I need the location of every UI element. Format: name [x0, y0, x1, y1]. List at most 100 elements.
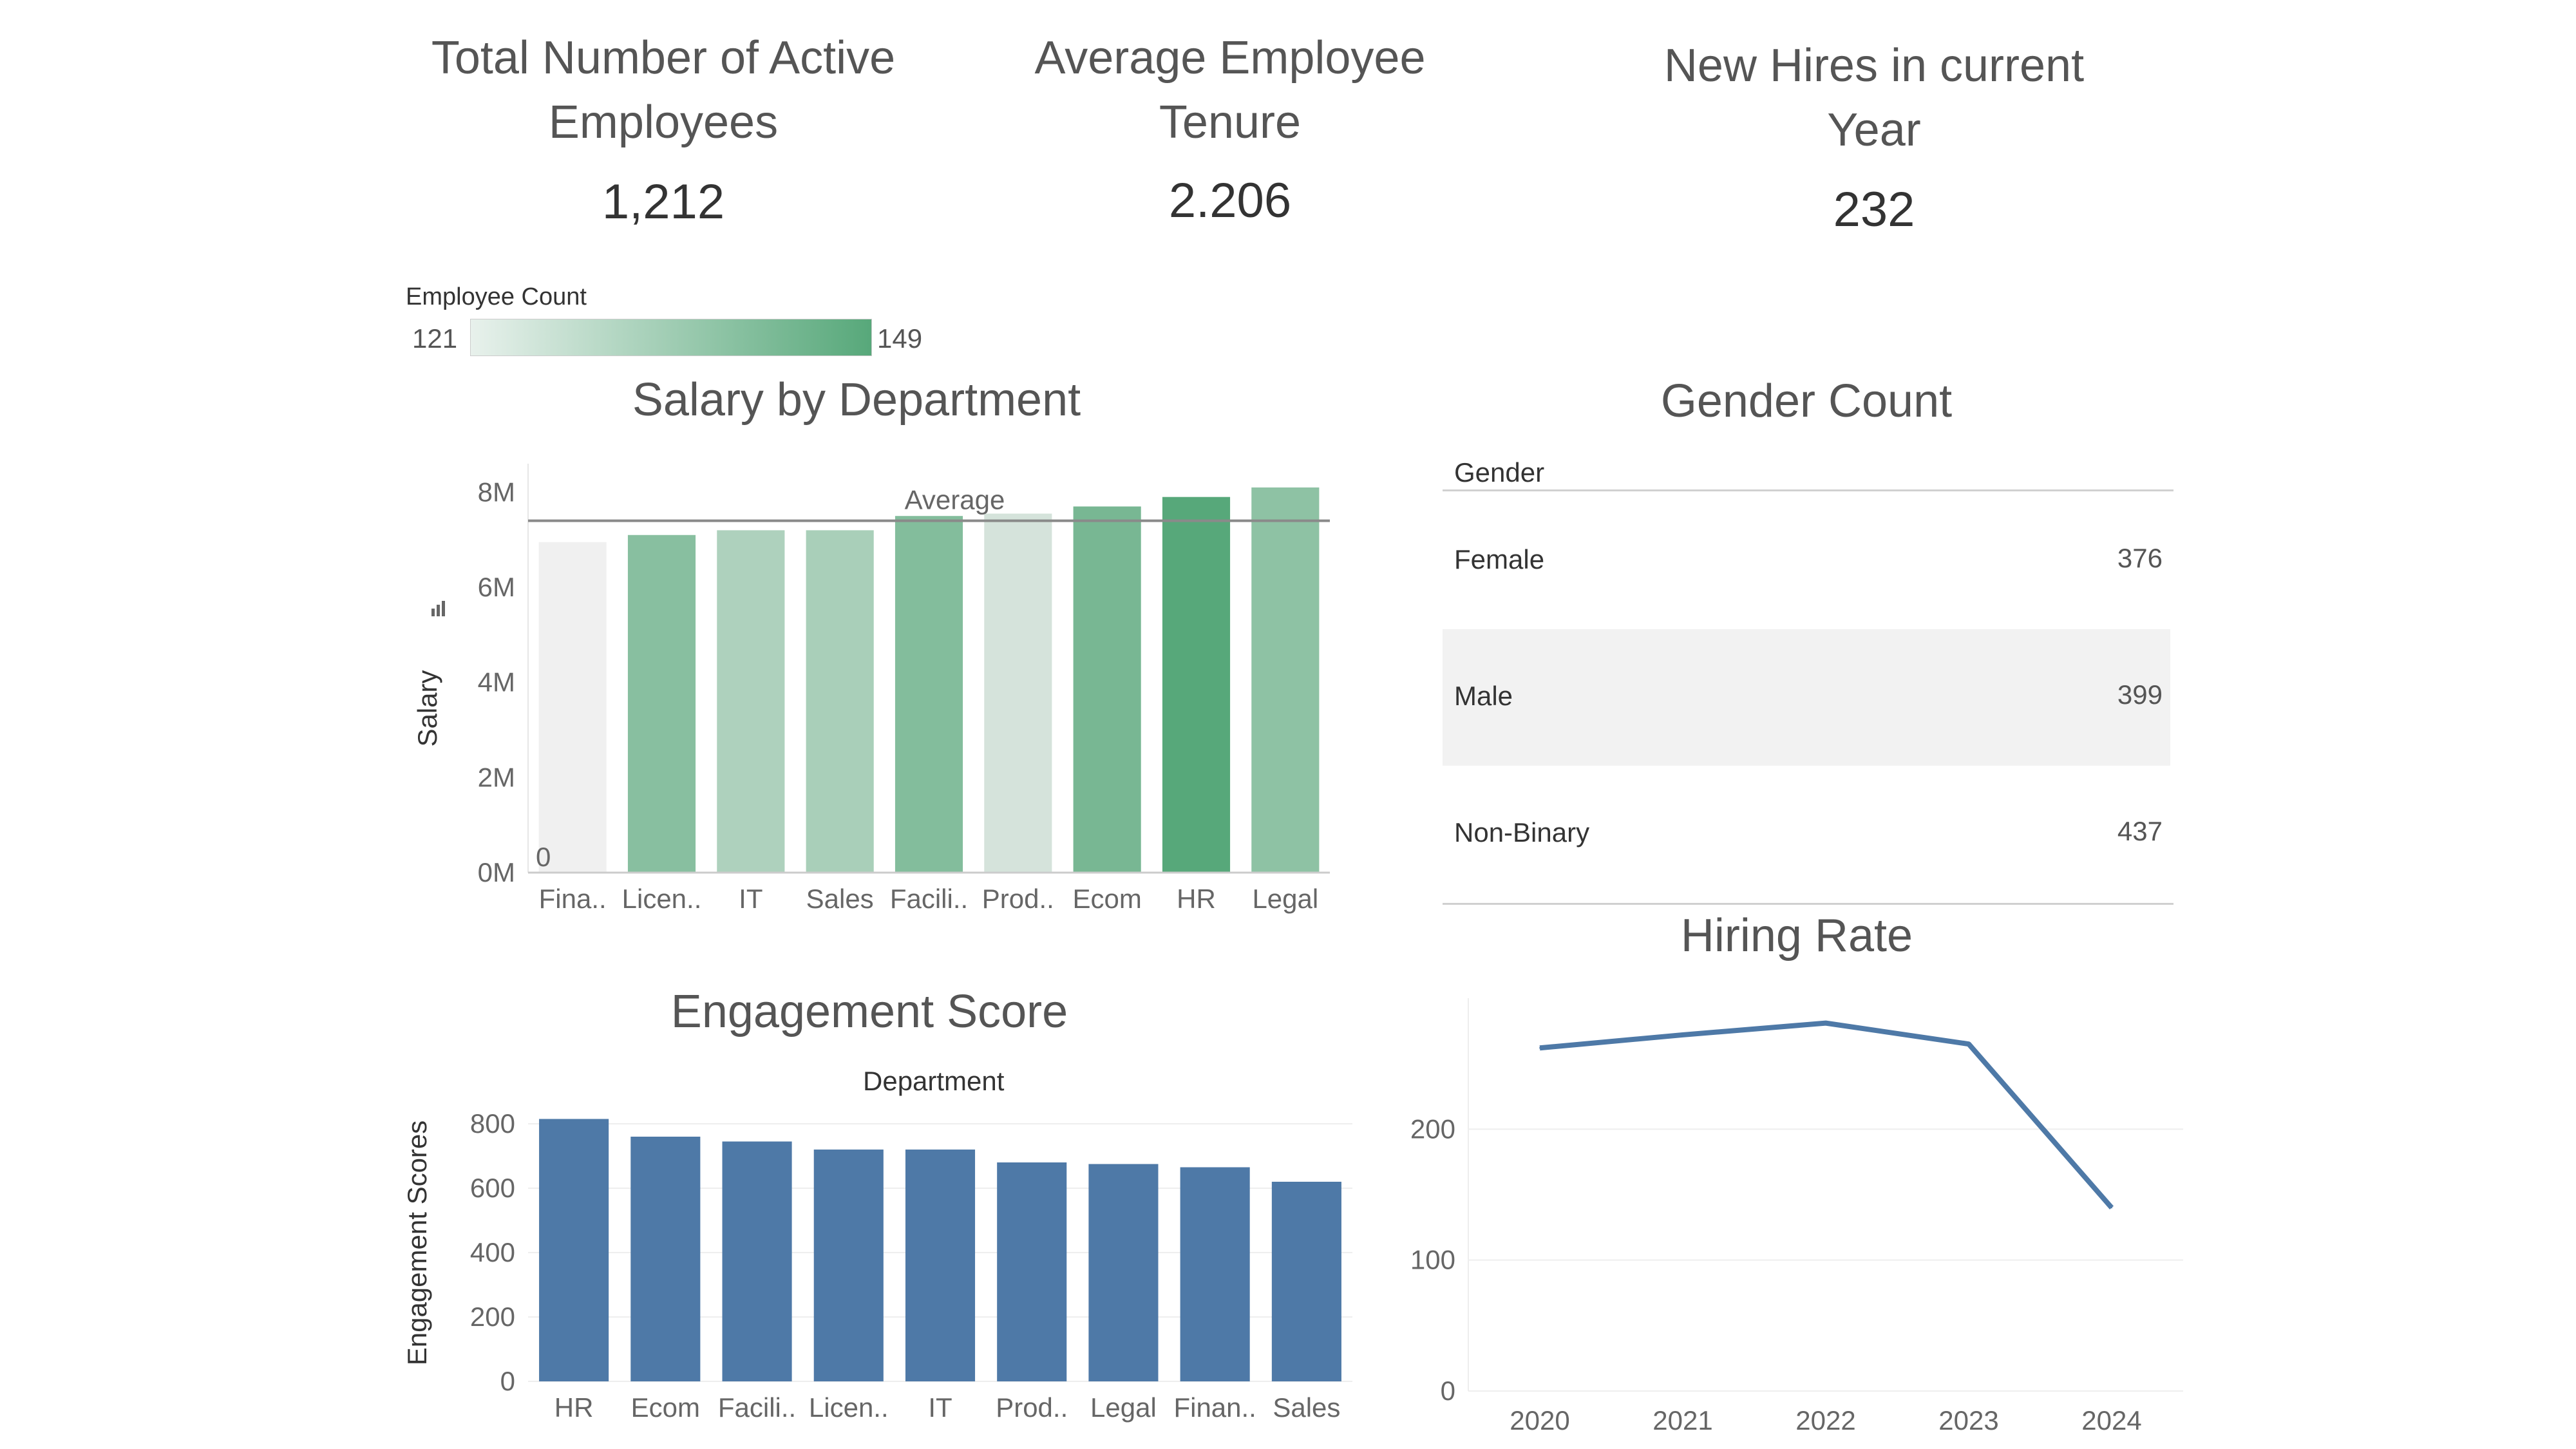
hiring-point — [1539, 1047, 1540, 1049]
legend-max-label: 149 — [877, 323, 923, 354]
salary-x-tick-label: Licen.. — [622, 884, 702, 914]
kpi-title: Average Employee Tenure — [953, 26, 1507, 155]
salary-y-tick-label: 6M — [478, 572, 515, 602]
gender-column-header: Gender — [1454, 457, 1545, 488]
salary-first-bar-label: 0 — [536, 842, 551, 872]
hiring-x-tick-label: 2021 — [1653, 1405, 1712, 1435]
engagement-x-tick-label: Facili.. — [718, 1392, 796, 1423]
engagement-chart: 0 200 400 600 800 HR Ecom Facili.. Licen.. IT Prod… — [402, 1108, 1352, 1423]
salary-chart-title: Salary by Department — [632, 374, 1081, 426]
salary-x-tick-label: Facili.. — [890, 884, 968, 914]
hiring-line — [1539, 1020, 2114, 1209]
salary-y-tick-label: 8M — [478, 477, 515, 507]
engagement-bar — [813, 1150, 884, 1381]
gender-label: Male — [1454, 681, 1513, 711]
kpi-title-line: Average Employee — [1034, 32, 1426, 84]
engagement-x-tick-label: Ecom — [631, 1392, 700, 1423]
salary-plot-area: 0M 2M 4M 6M 8M Fina.. Licen.. IT Sales Facili.. Pr… — [478, 464, 1330, 914]
legend-title: Employee Count — [406, 283, 587, 310]
salary-bar — [895, 516, 963, 873]
kpi-title-line: Employees — [548, 97, 779, 148]
kpi-value: 2.206 — [1168, 173, 1292, 228]
kpi-value: 1,212 — [601, 175, 725, 229]
kpi-new-hires: New Hires in current Year 232 — [1565, 33, 2183, 238]
salary-chart: 0M 2M 4M 6M 8M Fina.. Licen.. IT Sales Facili.. Pr… — [412, 464, 1330, 914]
gender-label: Non-Binary — [1454, 817, 1590, 848]
kpi-title-line: Tenure — [1159, 97, 1302, 148]
salary-y-tick-label: 4M — [478, 667, 515, 697]
gender-value: 376 — [2117, 543, 2163, 573]
hiring-x-tick-label: 2023 — [1938, 1405, 1998, 1435]
engagement-axis-title: Engagement Scores — [402, 1121, 432, 1366]
table-row[interactable]: Non-Binary 437 — [1443, 766, 2170, 902]
legend-gradient[interactable] — [470, 319, 872, 356]
salary-x-tick-label: Legal — [1252, 884, 1318, 914]
salary-bar — [538, 542, 607, 873]
hiring-y-tick-label: 100 — [1410, 1245, 1455, 1275]
gender-value: 399 — [2117, 679, 2163, 710]
hiring-x-tick-label: 2022 — [1795, 1405, 1855, 1435]
hiring-chart-title: Hiring Rate — [1680, 910, 1913, 961]
engagement-x-tick-label: Prod.. — [996, 1392, 1068, 1423]
hiring-point — [1682, 1034, 1683, 1036]
hiring-y-tick-label: 200 — [1410, 1113, 1455, 1144]
kpi-title: Total Number of Active Employees — [374, 26, 953, 155]
hiring-chart: 0 100 200 2020 2021 2022 2023 2024 — [1410, 998, 2183, 1435]
engagement-y-tick-label: 0 — [500, 1366, 515, 1396]
table-row[interactable]: Male 399 — [1443, 629, 2170, 766]
hiring-point — [2111, 1207, 2112, 1209]
salary-x-tick-label: Fina.. — [539, 884, 607, 914]
engagement-x-tick-label: IT — [928, 1392, 952, 1423]
salary-average-label: Average — [905, 485, 1005, 515]
sort-icon[interactable] — [431, 601, 445, 616]
gender-value: 437 — [2117, 816, 2163, 846]
gender-header-divider — [1443, 489, 2174, 491]
engagement-plot-area: 0 200 400 600 800 HR Ecom Facili.. Licen.. IT Prod… — [470, 1108, 1352, 1423]
hiring-point — [1968, 1043, 1969, 1045]
engagement-chart-title: Engagement Score — [670, 986, 1068, 1037]
salary-y-tick-label: 2M — [478, 762, 515, 792]
salary-bar — [806, 530, 874, 873]
engagement-bar — [630, 1137, 701, 1381]
engagement-bar — [997, 1162, 1067, 1381]
gender-label: Female — [1454, 544, 1545, 574]
engagement-y-tick-label: 800 — [470, 1108, 515, 1139]
kpi-title-line: Year — [1827, 104, 1921, 156]
kpi-value: 232 — [1833, 182, 1915, 237]
engagement-y-tick-label: 200 — [470, 1302, 515, 1332]
engagement-y-tick-label: 400 — [470, 1237, 515, 1267]
salary-bar — [627, 535, 696, 873]
engagement-x-tick-label: Legal — [1090, 1392, 1157, 1423]
salary-bar — [1251, 487, 1320, 873]
legend-min-label: 121 — [412, 323, 458, 354]
kpi-title-line: New Hires in current — [1663, 40, 2085, 91]
gender-chart-title: Gender Count — [1660, 375, 1953, 427]
salary-x-tick-label: Sales — [806, 884, 874, 914]
salary-x-tick-label: Ecom — [1072, 884, 1141, 914]
engagement-bar — [1271, 1182, 1341, 1381]
engagement-x-tick-label: Finan.. — [1173, 1392, 1256, 1423]
engagement-x-tick-label: HR — [554, 1392, 594, 1423]
engagement-bar — [1088, 1164, 1159, 1381]
kpi-title: New Hires in current Year — [1565, 33, 2183, 162]
hiring-y-tick-label: 0 — [1441, 1376, 1455, 1406]
engagement-bar — [1180, 1167, 1250, 1381]
engagement-header: Department — [863, 1066, 1005, 1096]
hiring-x-tick-label: 2024 — [2081, 1405, 2141, 1435]
hiring-x-tick-label: 2020 — [1510, 1405, 1569, 1435]
salary-bar — [717, 530, 785, 873]
kpi-active-employees: Total Number of Active Employees 1,212 — [374, 26, 953, 230]
engagement-x-tick-label: Sales — [1273, 1392, 1340, 1423]
table-row[interactable]: Female 376 — [1443, 493, 2170, 629]
engagement-y-tick-label: 600 — [470, 1173, 515, 1203]
salary-y-tick-label: 0M — [478, 857, 515, 887]
engagement-bar — [539, 1119, 609, 1381]
hiring-plot-area: 0 100 200 2020 2021 2022 2023 2024 — [1410, 998, 2183, 1435]
engagement-bar — [722, 1141, 792, 1381]
kpi-title-line: Total Number of Active — [431, 32, 896, 84]
salary-bar — [1073, 506, 1141, 873]
salary-bar — [984, 513, 1052, 873]
salary-x-tick-label: IT — [739, 884, 762, 914]
salary-axis-title: Salary — [412, 670, 442, 746]
hiring-point — [1825, 1022, 1826, 1024]
